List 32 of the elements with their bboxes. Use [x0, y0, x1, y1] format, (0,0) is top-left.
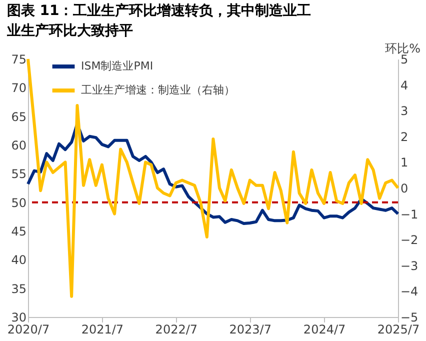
y-tick-label: 75 [11, 52, 26, 66]
y-tick-label: 60 [11, 138, 26, 152]
y2-tick-label: 5 [400, 52, 408, 66]
y2-tick-label: 1 [400, 156, 408, 170]
y2-axis-title: 环比% [385, 42, 420, 56]
x-tick-label: 2020/7 [7, 322, 50, 336]
y-tick-label: 40 [11, 253, 26, 268]
x-tick-label: 2024/7 [303, 322, 346, 336]
y-tick-label: 70 [11, 81, 26, 96]
y-tick-label: 35 [11, 282, 26, 296]
y2-tick-label: −2 [400, 233, 418, 248]
y2-tick-label: 4 [400, 78, 408, 92]
y2-tick-label: −3 [400, 258, 418, 273]
legend-label: 工业生产增速：制造业（右轴） [81, 84, 235, 96]
x-tick-label: 2021/7 [81, 322, 124, 336]
line-series [26, 58, 400, 298]
chart-title: 图表 11：工业生产环比增速转负，其中制造业工业生产环比大致持平 [6, 2, 312, 39]
y2-tick-label: 2 [400, 130, 408, 144]
y-tick-label: 50 [11, 196, 26, 210]
y-tick-label: 65 [11, 110, 26, 124]
y-tick-label: 30 [11, 310, 26, 324]
x-tick-label: 2025/7 [377, 322, 420, 336]
y2-tick-label: −5 [400, 310, 418, 324]
y2-tick-label: −1 [400, 207, 418, 222]
x-tick-label: 2023/7 [229, 322, 272, 336]
legend-label: ISM制造业PMI [81, 60, 154, 72]
y2-tick-label: 3 [400, 104, 408, 118]
y2-tick-label: −4 [400, 284, 418, 299]
y-tick-label: 45 [11, 224, 26, 238]
y2-tick-label: 0 [400, 182, 408, 196]
x-tick-label: 2022/7 [155, 322, 198, 336]
y-tick-label: 55 [11, 167, 26, 182]
